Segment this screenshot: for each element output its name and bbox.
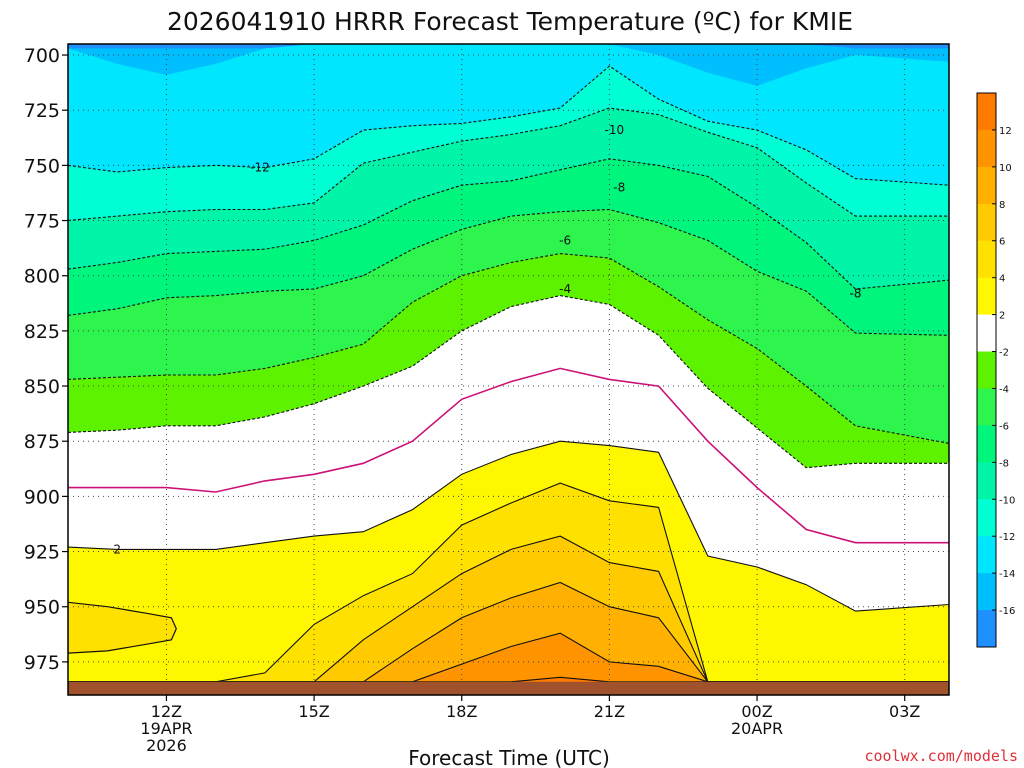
colorbar-bin — [977, 203, 996, 242]
colorbar-bin — [977, 314, 996, 353]
y-tick-label: 725 — [24, 100, 60, 122]
contour-label: -10 — [605, 123, 625, 137]
y-tick-label: 950 — [24, 597, 60, 619]
contour-label: 2 — [113, 542, 121, 556]
ground-surface — [68, 681, 949, 695]
y-tick-label: 875 — [24, 431, 60, 453]
isotherm-2 — [68, 440, 949, 612]
x-tick-label: 2026 — [146, 736, 187, 755]
x-tick-label: 19APR — [140, 719, 192, 738]
warm-pocket-contour — [68, 601, 177, 654]
isotherm--6 — [68, 208, 949, 336]
y-tick-label: 850 — [24, 376, 60, 398]
colorbar-tick-label: -10 — [999, 495, 1015, 506]
temperature-band-8 — [68, 582, 949, 695]
y-tick-label: 700 — [24, 45, 60, 67]
colorbar-frame — [976, 92, 997, 648]
x-tick-label: 15Z — [298, 702, 329, 721]
x-tick-label: 18Z — [446, 702, 477, 721]
isotherm--10 — [68, 107, 949, 222]
colorbar: -16 -14 -12 -10 -8 -6 -4 -2 2 4 6 8 10 12 — [976, 92, 1015, 648]
colorbar-bin — [977, 610, 996, 648]
y-tick-label: 750 — [24, 155, 60, 177]
contour-label: -8 — [850, 286, 862, 300]
chart-title: 2026041910 HRRR Forecast Temperature (ºC… — [167, 7, 853, 36]
x-tick-label: 21Z — [594, 702, 625, 721]
colorbar-tick-label: 8 — [999, 200, 1005, 211]
colorbar-bin — [977, 536, 996, 574]
x-axis-label: Forecast Time (UTC) — [408, 746, 610, 768]
isotherm--2 — [68, 295, 949, 469]
colorbar-tick-label: -12 — [999, 532, 1015, 543]
plot-area: -12 -10 -8 -6 -4 -8 2 — [68, 44, 949, 695]
colorbar-tick-label: -4 — [999, 384, 1009, 395]
y-tick-label: 975 — [24, 652, 60, 674]
y-tick-label: 825 — [24, 321, 60, 343]
colorbar-bin — [977, 425, 996, 463]
plot-frame — [67, 43, 950, 696]
colorbar-tick-label: -16 — [999, 606, 1015, 617]
colorbar-bin — [977, 573, 996, 611]
isotherm--8 — [68, 158, 949, 290]
y-tick-label: 900 — [24, 486, 60, 508]
colorbar-bin — [977, 351, 996, 389]
contour-label: -6 — [559, 233, 571, 247]
colorbar-tick-label: 6 — [999, 237, 1005, 248]
axes: 70072575077580082585087590092595097512Z1… — [24, 43, 950, 755]
x-tick-label: 00Z — [741, 702, 772, 721]
contour-label: -8 — [613, 180, 625, 194]
y-tick-label: 775 — [24, 211, 60, 233]
colorbar-bin — [977, 240, 996, 279]
isotherm--12 — [68, 65, 949, 186]
colorbar-tick-label: -2 — [999, 348, 1009, 359]
y-tick-label: 925 — [24, 542, 60, 564]
temperature-band-10 — [68, 633, 949, 695]
isotherm-0 — [68, 367, 949, 544]
contour-label: -4 — [559, 282, 571, 296]
colorbar-bin — [977, 277, 996, 316]
y-tick-label: 800 — [24, 266, 60, 288]
colorbar-tick-label: 4 — [999, 274, 1005, 285]
credit-text: coolwx.com/models — [864, 747, 1018, 765]
colorbar-tick-label: -14 — [999, 569, 1015, 580]
x-tick-label: 12Z — [151, 702, 182, 721]
colorbar-tick-label: 10 — [999, 163, 1012, 174]
x-tick-label: 20APR — [731, 719, 783, 738]
x-tick-label: 03Z — [889, 702, 920, 721]
colorbar-bin — [977, 388, 996, 426]
colorbar-tick-label: -6 — [999, 421, 1009, 432]
colorbar-bin — [977, 166, 996, 205]
colorbar-bin — [977, 462, 996, 500]
colorbar-bin — [977, 93, 996, 131]
colorbar-tick-label: 12 — [999, 126, 1012, 137]
colorbar-tick-label: 2 — [999, 311, 1005, 322]
contour-label: -12 — [250, 161, 270, 175]
colorbar-tick-label: -8 — [999, 458, 1009, 469]
colorbar-bin — [977, 499, 996, 537]
colorbar-bin — [977, 129, 996, 168]
